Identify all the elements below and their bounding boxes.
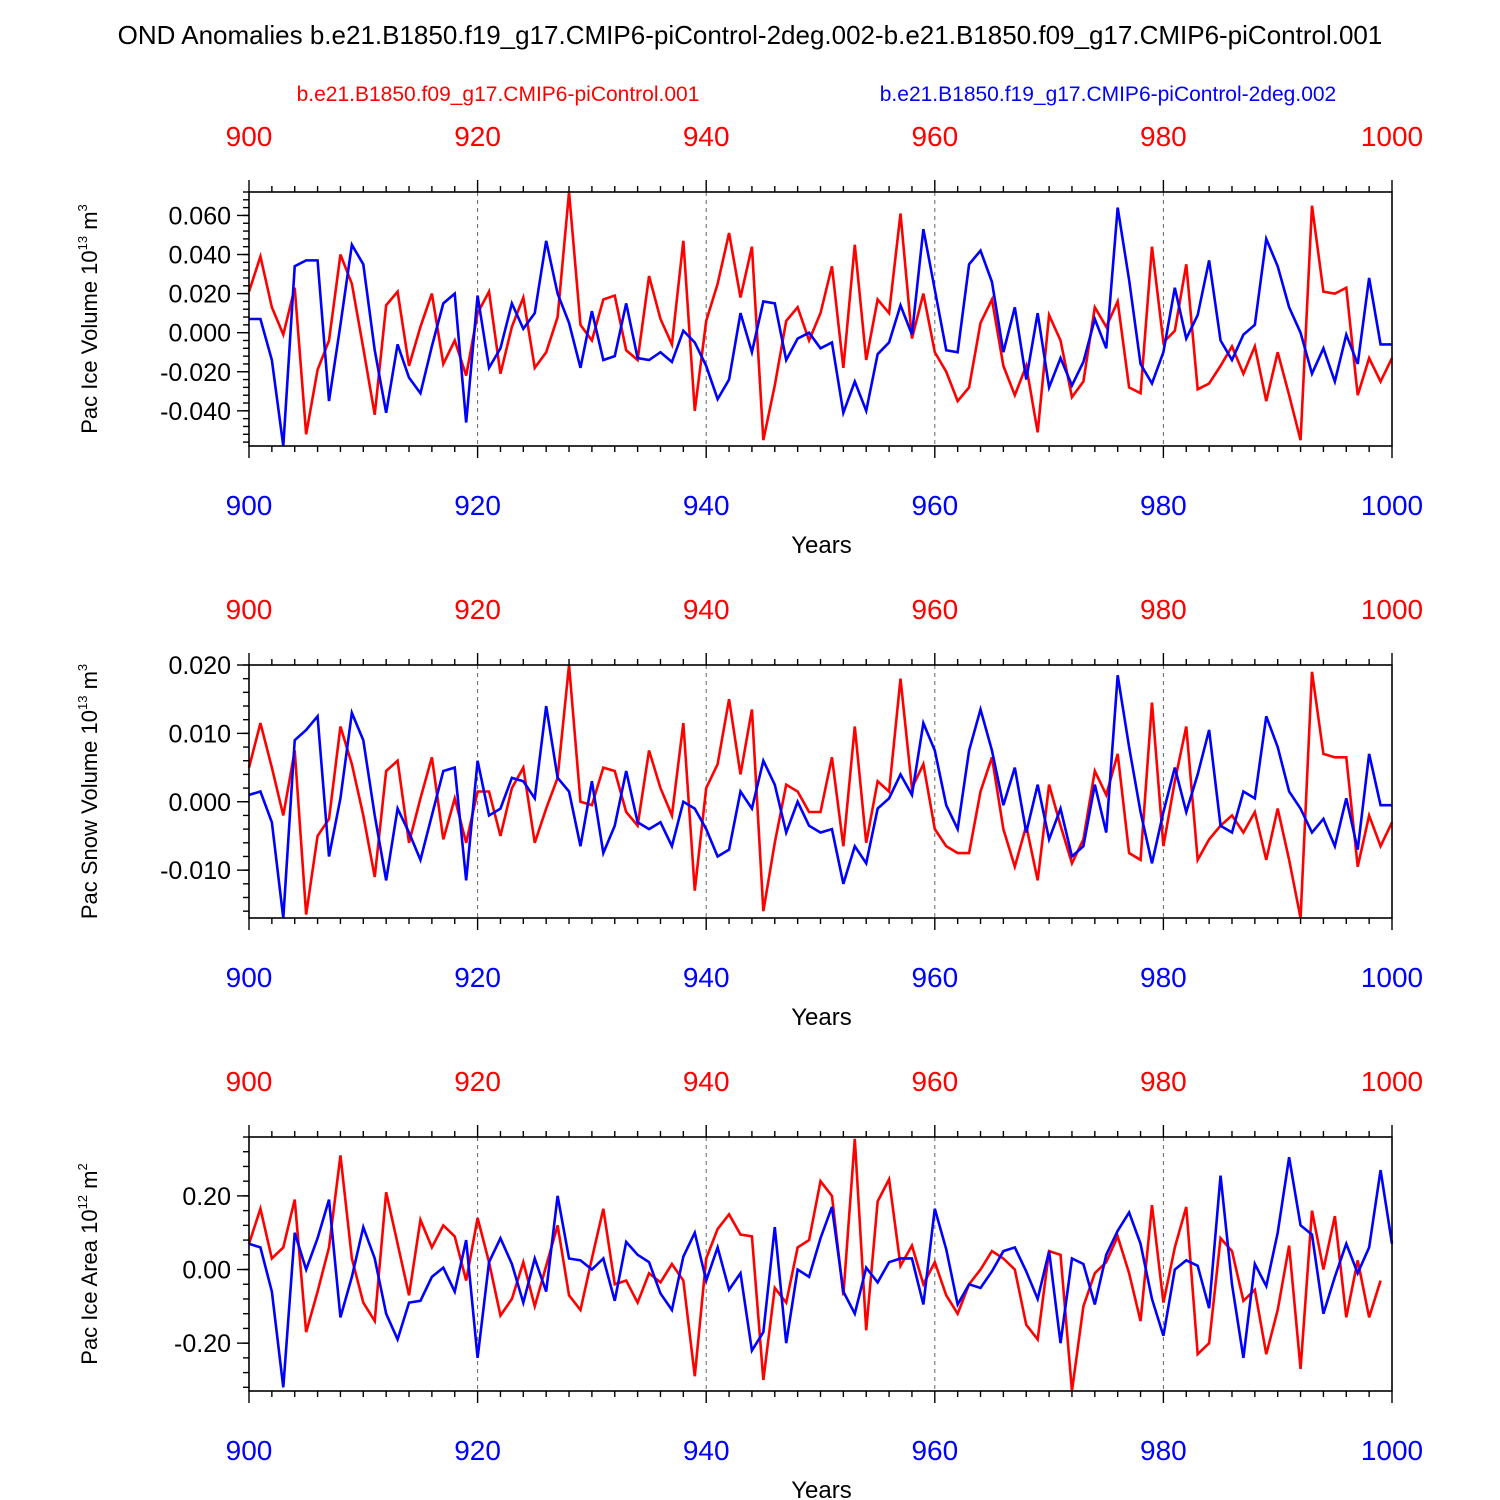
legend-red-label: b.e21.B1850.f09_g17.CMIP6-piControl.001 (297, 83, 700, 106)
x-tick-label-bottom: 980 (1140, 490, 1187, 521)
x-tick-label-top: 920 (454, 121, 501, 152)
series-line-red (247, 191, 1394, 441)
x-axis-label: Years (791, 532, 852, 559)
y-tick-label: -0.20 (174, 1330, 231, 1358)
x-tick-label-bottom: 920 (454, 1435, 501, 1466)
x-tick-label-bottom: 960 (911, 1435, 958, 1466)
x-tick-label-bottom: 900 (226, 1435, 273, 1466)
x-tick-label-bottom: 900 (226, 490, 273, 521)
y-tick-label: 0.020 (168, 281, 231, 309)
x-tick-label-bottom: 920 (454, 962, 501, 993)
x-tick-label-top: 940 (683, 594, 730, 625)
series-line-blue (249, 207, 1392, 447)
y-axis-label: Pac Ice Volume 1013 m3 (75, 204, 102, 434)
figure-title: OND Anomalies b.e21.B1850.f19_g17.CMIP6-… (118, 20, 1383, 50)
x-tick-label-bottom: 900 (226, 962, 273, 993)
x-tick-label-top: 940 (683, 121, 730, 152)
x-tick-label-top: 900 (226, 1066, 273, 1097)
x-tick-label-top: 920 (454, 594, 501, 625)
y-tick-label: 0.040 (168, 242, 231, 270)
x-tick-label-bottom: 940 (683, 490, 730, 521)
x-tick-label-bottom: 1000 (1361, 1435, 1423, 1466)
x-tick-label-bottom: 1000 (1361, 490, 1423, 521)
series-line-red (247, 664, 1394, 919)
panel-1: 900 900 920 920 940 940 960 960 980 980 1000 1000 -0… (75, 121, 1423, 559)
y-tick-label: 0.010 (168, 720, 231, 748)
series-line-red (247, 1138, 1382, 1392)
x-tick-label-top: 1000 (1361, 1066, 1423, 1097)
y-axis-label: Pac Snow Volume 1013 m3 (75, 664, 102, 919)
x-tick-label-bottom: 980 (1140, 962, 1187, 993)
y-tick-label: 0.00 (182, 1257, 231, 1285)
x-tick-label-bottom: 960 (911, 490, 958, 521)
y-tick-label: -0.010 (160, 857, 231, 885)
y-tick-label: 0.20 (182, 1183, 231, 1211)
series-line-blue (248, 675, 1392, 919)
x-tick-label-top: 960 (911, 121, 958, 152)
y-axis-label: Pac Ice Area 1012 m2 (75, 1163, 102, 1364)
y-tick-label: 0.020 (168, 652, 231, 680)
x-tick-label-top: 980 (1140, 594, 1187, 625)
x-tick-label-bottom: 960 (911, 962, 958, 993)
x-tick-label-top: 980 (1140, 121, 1187, 152)
legend-blue-label: b.e21.B1850.f19_g17.CMIP6-piControl-2deg… (880, 83, 1336, 106)
panel-2: 900 900 920 920 940 940 960 960 980 980 1000 1000 -0… (75, 594, 1423, 1031)
x-tick-label-bottom: 920 (454, 490, 501, 521)
x-tick-label-bottom: 980 (1140, 1435, 1187, 1466)
x-tick-label-top: 900 (226, 594, 273, 625)
x-tick-label-top: 940 (683, 1066, 730, 1097)
y-tick-label: -0.020 (160, 359, 231, 387)
panel-3: 900 900 920 920 940 940 960 960 980 980 1000 1000 -0… (75, 1066, 1423, 1500)
x-tick-label-bottom: 940 (683, 1435, 730, 1466)
plot-frame (248, 1136, 1393, 1392)
chart-panels: 900 900 920 920 940 940 960 960 980 980 1000 1000 -0… (75, 121, 1423, 1500)
x-tick-label-top: 980 (1140, 1066, 1187, 1097)
y-tick-label: 0.060 (168, 202, 231, 230)
x-tick-label-top: 920 (454, 1066, 501, 1097)
x-tick-label-top: 900 (226, 121, 273, 152)
x-tick-label-top: 960 (911, 1066, 958, 1097)
y-tick-label: 0.000 (168, 320, 231, 348)
x-tick-label-top: 1000 (1361, 594, 1423, 625)
x-tick-label-bottom: 940 (683, 962, 730, 993)
y-tick-label: 0.000 (168, 789, 231, 817)
x-axis-label: Years (791, 1004, 852, 1031)
plot-frame (248, 664, 1393, 919)
x-tick-label-top: 960 (911, 594, 958, 625)
x-tick-label-top: 1000 (1361, 121, 1423, 152)
y-tick-label: -0.040 (160, 398, 231, 426)
plot-frame (248, 191, 1393, 447)
x-tick-label-bottom: 1000 (1361, 962, 1423, 993)
x-axis-label: Years (791, 1477, 852, 1500)
series-line-blue (248, 1157, 1394, 1388)
